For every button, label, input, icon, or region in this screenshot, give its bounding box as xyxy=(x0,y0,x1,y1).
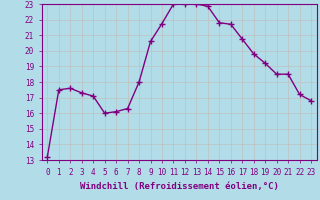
X-axis label: Windchill (Refroidissement éolien,°C): Windchill (Refroidissement éolien,°C) xyxy=(80,182,279,191)
